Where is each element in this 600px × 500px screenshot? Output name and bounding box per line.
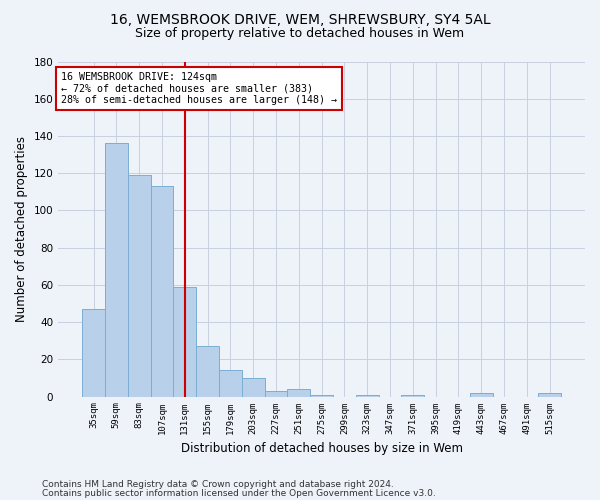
Bar <box>242 378 265 396</box>
Bar <box>151 186 173 396</box>
Text: Size of property relative to detached houses in Wem: Size of property relative to detached ho… <box>136 28 464 40</box>
Text: Contains HM Land Registry data © Crown copyright and database right 2024.: Contains HM Land Registry data © Crown c… <box>42 480 394 489</box>
Bar <box>401 394 424 396</box>
Bar <box>287 389 310 396</box>
Text: 16 WEMSBROOK DRIVE: 124sqm
← 72% of detached houses are smaller (383)
28% of sem: 16 WEMSBROOK DRIVE: 124sqm ← 72% of deta… <box>61 72 337 105</box>
Bar <box>82 309 105 396</box>
Y-axis label: Number of detached properties: Number of detached properties <box>15 136 28 322</box>
Text: 16, WEMSBROOK DRIVE, WEM, SHREWSBURY, SY4 5AL: 16, WEMSBROOK DRIVE, WEM, SHREWSBURY, SY… <box>110 12 490 26</box>
Bar <box>105 144 128 396</box>
Bar <box>265 391 287 396</box>
Bar <box>356 394 379 396</box>
Bar <box>173 286 196 397</box>
Bar <box>196 346 219 397</box>
Bar <box>310 394 333 396</box>
X-axis label: Distribution of detached houses by size in Wem: Distribution of detached houses by size … <box>181 442 463 455</box>
Bar <box>219 370 242 396</box>
Bar <box>470 393 493 396</box>
Bar <box>128 175 151 396</box>
Bar <box>538 393 561 396</box>
Text: Contains public sector information licensed under the Open Government Licence v3: Contains public sector information licen… <box>42 489 436 498</box>
